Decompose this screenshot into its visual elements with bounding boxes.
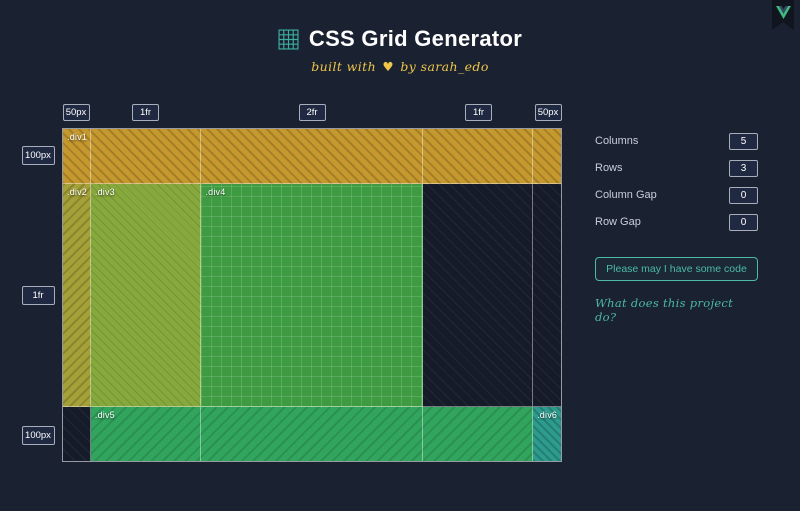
grid-item-label: .div2 bbox=[67, 186, 88, 197]
row-gap-field: Row Gap bbox=[595, 213, 758, 231]
grid-cells: .div1 .div2 .div3 .div4 .div5 .div6 bbox=[63, 129, 561, 461]
subtitle-prefix: built with bbox=[311, 59, 377, 74]
vue-logo-icon bbox=[775, 6, 791, 19]
grid-item-div3[interactable]: .div3 bbox=[90, 183, 202, 408]
grid-item-label: .div3 bbox=[94, 186, 115, 197]
row-track-input-2[interactable] bbox=[21, 286, 55, 305]
row-track-input-3[interactable] bbox=[21, 425, 55, 445]
row-track-input-1[interactable] bbox=[21, 146, 55, 165]
grid-item-div1[interactable]: .div1 bbox=[63, 129, 561, 184]
rows-input[interactable] bbox=[729, 159, 758, 177]
grid-item-label: .div4 bbox=[205, 186, 226, 197]
grid-logo-icon bbox=[278, 28, 299, 50]
about-link[interactable]: What does this project do? bbox=[595, 296, 734, 324]
column-track-input-4[interactable] bbox=[465, 103, 492, 121]
heart-icon: ♥ bbox=[382, 59, 395, 74]
settings-panel: Columns Rows Column Gap Row Gap Please m… bbox=[595, 132, 758, 324]
subtitle: built with ♥ by sarah_edo bbox=[0, 59, 800, 74]
column-gap-field: Column Gap bbox=[595, 186, 758, 204]
grid-item-div5[interactable]: .div5 bbox=[90, 407, 534, 461]
get-code-button[interactable]: Please may I have some code bbox=[595, 257, 758, 281]
columns-label: Columns bbox=[595, 135, 639, 147]
column-track-input-2[interactable] bbox=[132, 103, 159, 121]
grid-empty-cell[interactable] bbox=[533, 183, 561, 408]
column-track-inputs bbox=[62, 102, 562, 122]
grid-item-div6[interactable]: .div6 bbox=[533, 407, 561, 461]
row-gap-input[interactable] bbox=[729, 213, 758, 231]
rows-label: Rows bbox=[595, 162, 623, 174]
subtitle-suffix: by sarah_edo bbox=[400, 59, 489, 74]
column-track-input-5[interactable] bbox=[534, 103, 562, 121]
vue-badge[interactable] bbox=[772, 0, 794, 30]
column-gap-label: Column Gap bbox=[595, 189, 657, 201]
grid-item-div4[interactable]: .div4 bbox=[201, 183, 423, 408]
grid-item-label: .div6 bbox=[537, 410, 558, 421]
header: CSS Grid Generator built with ♥ by sarah… bbox=[0, 26, 800, 74]
page-title: CSS Grid Generator bbox=[308, 26, 523, 51]
rows-field: Rows bbox=[595, 159, 758, 177]
grid-item-label: .div5 bbox=[94, 410, 115, 421]
column-track-input-3[interactable] bbox=[298, 103, 326, 121]
grid-empty-cell[interactable] bbox=[63, 407, 91, 461]
columns-field: Columns bbox=[595, 132, 758, 150]
columns-input[interactable] bbox=[729, 132, 758, 150]
grid-item-label: .div1 bbox=[67, 132, 88, 142]
row-track-inputs bbox=[16, 128, 60, 462]
grid-item-div2[interactable]: .div2 bbox=[63, 183, 91, 408]
column-gap-input[interactable] bbox=[729, 186, 758, 204]
row-gap-label: Row Gap bbox=[595, 216, 641, 228]
grid-preview: .div1 .div2 .div3 .div4 .div5 .div6 bbox=[62, 128, 562, 462]
column-track-input-1[interactable] bbox=[62, 103, 90, 121]
grid-empty-cell[interactable] bbox=[422, 183, 534, 408]
